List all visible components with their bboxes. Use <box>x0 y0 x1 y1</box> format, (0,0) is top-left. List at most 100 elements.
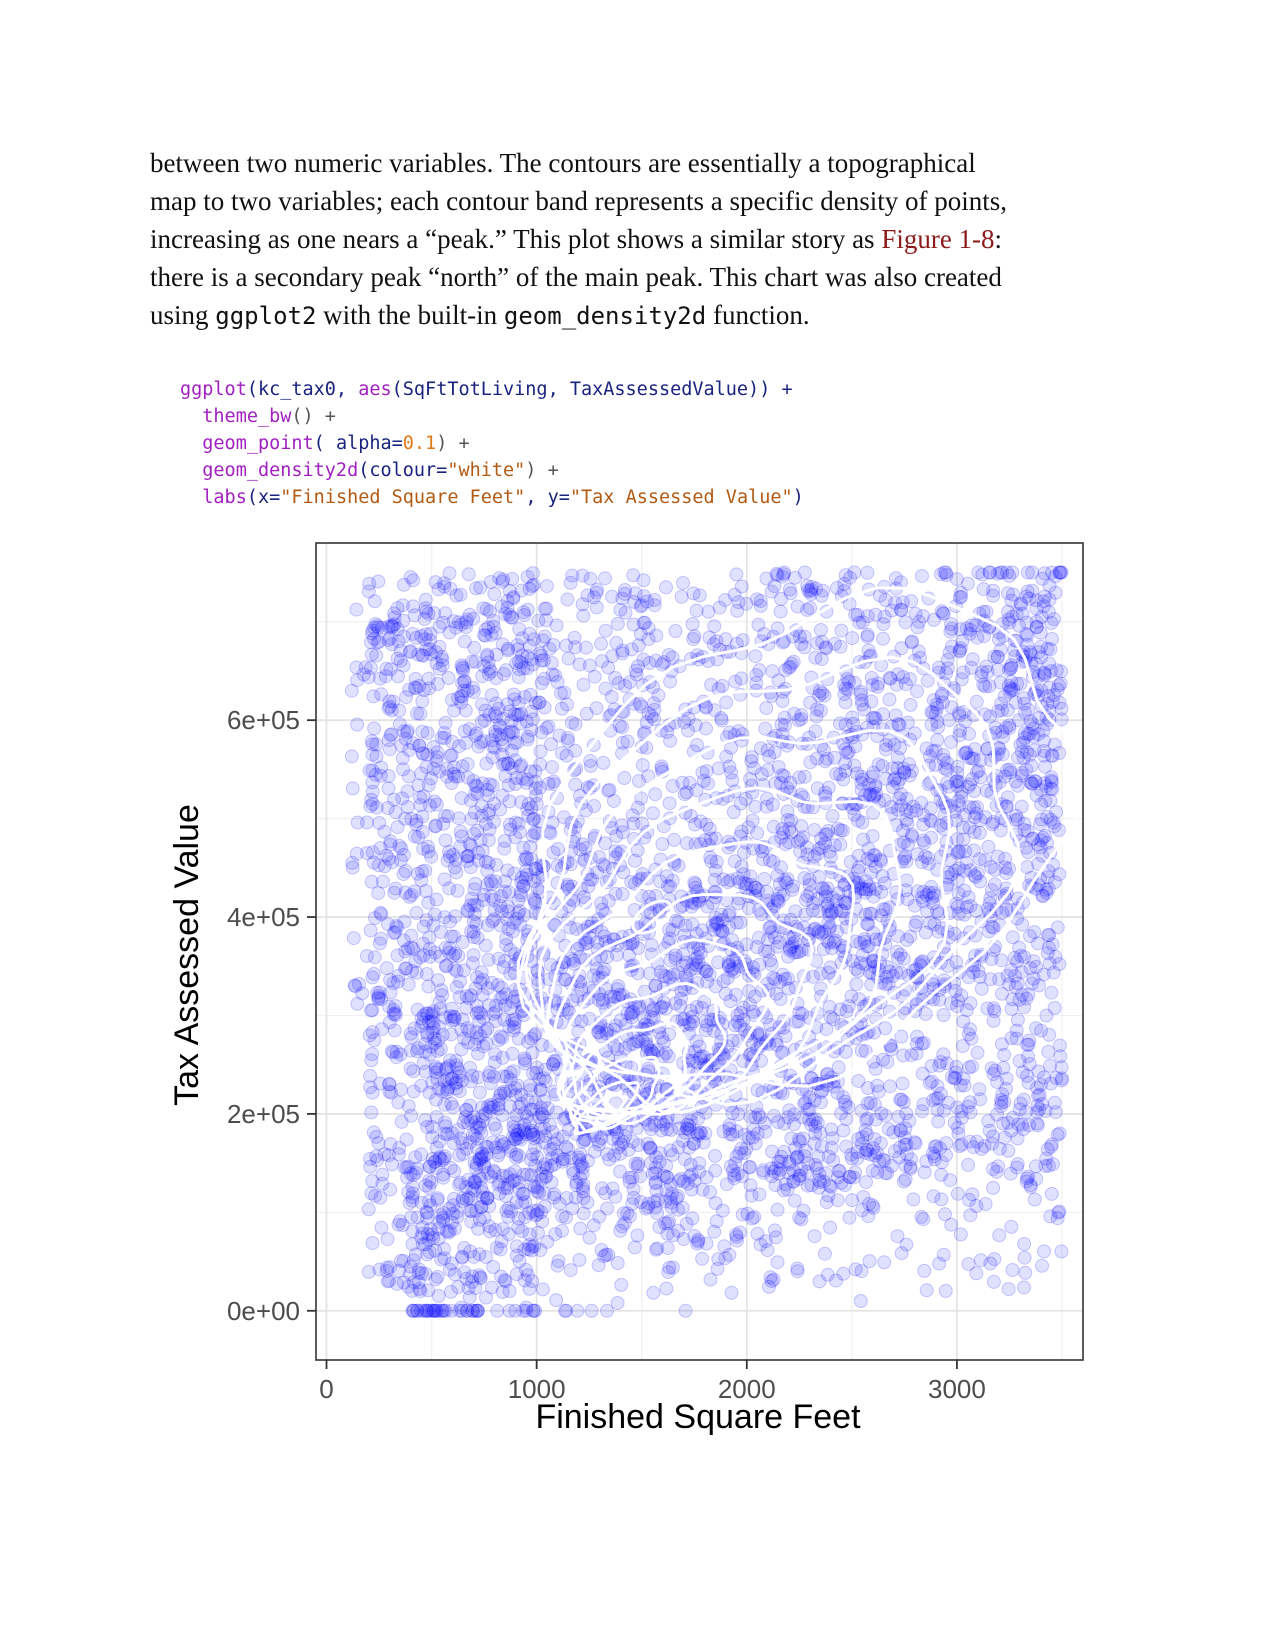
data-point <box>595 654 610 669</box>
data-point <box>667 832 682 847</box>
data-point <box>750 826 765 841</box>
data-point <box>813 1125 828 1140</box>
data-point <box>772 935 787 950</box>
data-point <box>493 991 508 1006</box>
data-point <box>583 753 598 768</box>
data-point <box>825 1131 840 1146</box>
data-point <box>523 1083 538 1098</box>
data-point <box>896 951 911 966</box>
data-point <box>840 672 855 687</box>
data-point <box>862 777 876 792</box>
data-point <box>898 677 913 692</box>
data-point <box>423 1198 438 1213</box>
data-point <box>732 1146 747 1161</box>
data-point <box>604 689 619 704</box>
data-point <box>387 1023 402 1038</box>
data-point <box>615 825 630 840</box>
data-point <box>457 724 472 738</box>
data-point <box>506 687 521 702</box>
data-point <box>984 952 999 966</box>
data-point <box>820 933 835 948</box>
data-point <box>708 831 723 846</box>
data-point <box>473 1271 488 1286</box>
data-point <box>646 696 661 711</box>
data-point <box>954 672 969 687</box>
data-point <box>361 1202 376 1217</box>
data-point <box>511 642 526 657</box>
data-point <box>818 640 833 655</box>
data-point <box>903 1161 918 1176</box>
data-point <box>943 1173 958 1188</box>
data-point <box>655 657 670 672</box>
data-point <box>647 1194 662 1209</box>
data-point <box>797 1096 812 1111</box>
data-point <box>634 699 649 714</box>
data-point <box>528 1303 543 1318</box>
data-point <box>896 1174 911 1189</box>
data-point <box>747 761 762 776</box>
data-point <box>1025 776 1040 791</box>
data-point <box>465 680 480 695</box>
data-point <box>344 749 359 764</box>
code-token: ggplot <box>180 379 247 400</box>
data-point <box>1010 976 1025 991</box>
paragraph-line: map to two variables; each contour band … <box>150 186 1007 216</box>
data-point <box>1045 782 1060 797</box>
data-point <box>555 1223 569 1238</box>
data-point <box>733 796 748 811</box>
data-point <box>1024 976 1039 991</box>
data-point <box>569 922 584 937</box>
data-point <box>598 1186 613 1201</box>
data-point <box>512 1123 527 1138</box>
data-point <box>644 938 659 953</box>
data-point <box>578 841 593 855</box>
code-token: (kc_tax0, <box>246 379 359 400</box>
data-point <box>628 876 642 891</box>
data-point <box>1018 1265 1033 1280</box>
data-point <box>816 742 831 757</box>
data-point <box>917 836 932 850</box>
data-point <box>730 603 745 618</box>
data-point <box>709 1214 724 1229</box>
data-point <box>466 948 481 963</box>
data-point <box>999 902 1014 917</box>
data-point <box>493 898 508 913</box>
data-point <box>1038 759 1053 774</box>
data-point <box>893 741 908 756</box>
data-point <box>483 874 498 889</box>
figure-link[interactable]: Figure 1-8 <box>881 224 995 254</box>
data-point <box>548 668 563 683</box>
data-point <box>969 694 984 709</box>
data-point <box>601 660 616 675</box>
data-point <box>944 1070 959 1085</box>
data-point <box>931 924 946 939</box>
data-point <box>725 1106 740 1120</box>
data-point <box>493 1029 508 1044</box>
data-point <box>770 939 785 954</box>
data-point <box>1005 1263 1020 1277</box>
data-point <box>680 1121 695 1136</box>
data-point <box>783 586 798 601</box>
data-point <box>455 1136 470 1151</box>
data-point <box>701 776 715 791</box>
data-point <box>940 755 955 770</box>
data-point <box>780 1182 795 1197</box>
data-point <box>503 1099 517 1114</box>
data-point <box>600 1201 615 1216</box>
data-point <box>822 844 837 859</box>
data-point <box>834 623 849 638</box>
data-point <box>526 577 541 592</box>
data-point <box>1022 747 1037 762</box>
data-point <box>465 1127 480 1142</box>
data-point <box>822 1000 837 1014</box>
data-point <box>541 719 556 734</box>
data-point <box>689 1000 704 1014</box>
data-point <box>813 623 828 637</box>
data-point <box>574 1157 589 1172</box>
data-point <box>461 1281 476 1296</box>
data-point <box>1049 1070 1064 1085</box>
data-point <box>492 1175 507 1190</box>
data-point <box>365 1236 380 1250</box>
data-point <box>692 1039 707 1054</box>
data-point <box>1043 812 1058 827</box>
